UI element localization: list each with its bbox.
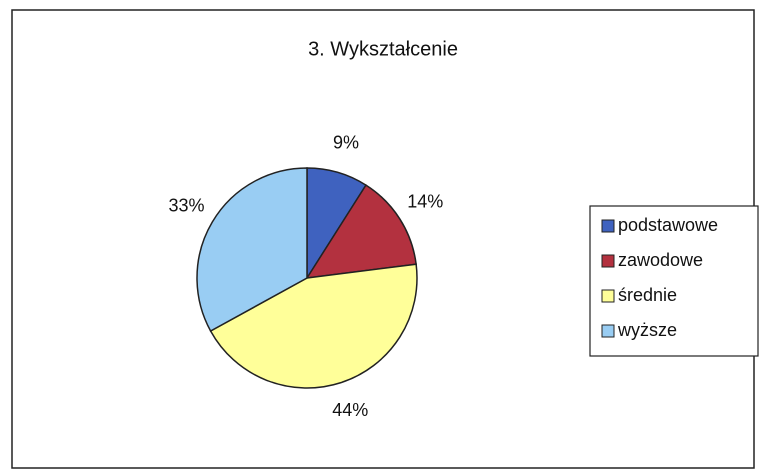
legend-swatch <box>601 254 615 268</box>
chart-title: 3. Wykształcenie <box>308 38 458 60</box>
legend-box <box>589 205 759 357</box>
legend-swatch <box>601 219 615 233</box>
legend-label: wyższe <box>617 320 677 340</box>
legend-swatch <box>601 289 615 303</box>
legend-label: zawodowe <box>618 250 703 270</box>
pie-slice <box>196 167 308 333</box>
legend-swatch <box>601 324 615 338</box>
data-label: 14% <box>407 192 443 212</box>
data-label: 33% <box>168 195 204 215</box>
legend-label: średnie <box>618 285 677 305</box>
data-label: 9% <box>333 132 359 152</box>
pie-slice <box>209 263 418 389</box>
data-label: 44% <box>332 400 368 420</box>
legend-label: podstawowe <box>618 215 718 235</box>
pie-slice <box>305 184 417 279</box>
